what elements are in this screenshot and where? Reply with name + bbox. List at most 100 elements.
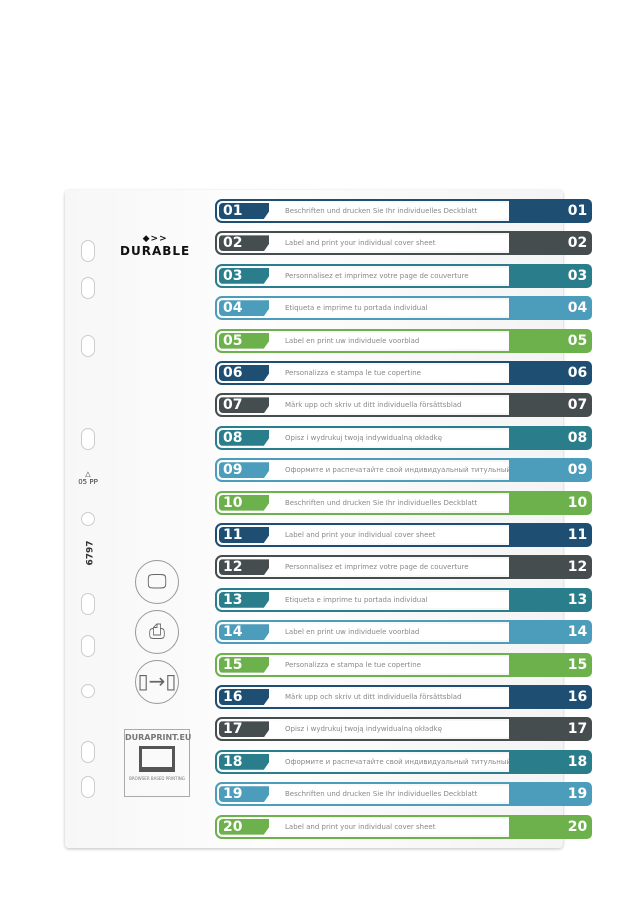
row-label[interactable]: Beschriften und drucken Sie Ihr individu… — [269, 203, 509, 219]
index-row: 06 Personalizza e stampa le tue copertine — [215, 361, 563, 385]
row-fill — [509, 652, 563, 677]
index-tab[interactable]: 06 — [563, 361, 592, 385]
index-tab[interactable]: 08 — [563, 425, 592, 450]
row-number: 02 — [219, 235, 275, 252]
row-number: 11 — [219, 527, 275, 543]
index-row: 12 Personnalisez et imprimez votre page d… — [215, 555, 563, 580]
duraprint-box: DURAPRINT.EU BROWSER BASED PRINTING — [124, 729, 192, 797]
index-tab[interactable]: 03 — [563, 263, 592, 288]
punch-hole — [81, 277, 95, 299]
row-label[interactable]: Label and print your individual cover sh… — [269, 818, 509, 835]
index-tab[interactable]: 10 — [563, 490, 592, 515]
row-number: 15 — [219, 656, 275, 673]
row-fill — [509, 523, 563, 547]
punch-hole — [81, 335, 95, 357]
row-fill — [509, 231, 563, 256]
monitor-icon — [139, 746, 175, 772]
row-number: 13 — [219, 591, 275, 608]
row-number: 04 — [219, 300, 275, 317]
index-row: 14 Label en print uw individuele voorblad — [215, 620, 563, 645]
index-tab[interactable]: 20 — [563, 814, 592, 839]
row-label[interactable]: Opisz i wydrukuj twoją indywidualną okła… — [269, 429, 509, 446]
tab-transfer-icon: ▯→▯ — [135, 660, 179, 704]
product-code: 6797 — [85, 540, 96, 566]
index-tab[interactable]: 04 — [563, 296, 592, 321]
row-fill — [509, 587, 563, 612]
index-row: 11 Label and print your individual cover … — [215, 523, 563, 547]
row-label[interactable]: Beschriften und drucken Sie Ihr individu… — [269, 494, 509, 511]
row-label[interactable]: Оформите и распечатайте свой индивидуаль… — [269, 462, 509, 479]
index-tab[interactable]: 14 — [563, 620, 592, 645]
index-tab[interactable]: 02 — [563, 231, 592, 256]
punch-hole — [81, 240, 95, 262]
row-fill — [509, 199, 563, 223]
row-fill — [509, 263, 563, 288]
index-row: 18 Оформите и распечатайте свой индивидуа… — [215, 749, 563, 774]
row-fill — [509, 458, 563, 483]
index-row: 09 Оформите и распечатайте свой индивидуа… — [215, 458, 563, 483]
row-label[interactable]: Personnalisez et imprimez votre page de … — [269, 267, 509, 284]
punch-hole — [81, 741, 95, 763]
divider-sheet — [65, 190, 563, 848]
index-tab[interactable]: 07 — [563, 393, 592, 418]
row-fill — [509, 814, 563, 839]
index-row: 02 Label and print your individual cover … — [215, 231, 563, 256]
row-fill — [509, 749, 563, 774]
punch-hole — [81, 635, 95, 657]
index-row: 17 Opisz i wydrukuj twoją indywidualną ok… — [215, 717, 563, 742]
index-row: 16 Märk upp och skriv ut ditt individuell… — [215, 685, 563, 709]
row-number: 01 — [219, 203, 275, 219]
row-label[interactable]: Personalizza e stampa le tue copertine — [269, 656, 509, 673]
row-label[interactable]: Personnalisez et imprimez votre page de … — [269, 559, 509, 576]
row-fill — [509, 620, 563, 645]
row-label[interactable]: Beschriften und drucken Sie Ihr individu… — [269, 786, 509, 803]
row-fill — [509, 296, 563, 321]
duraprint-subtitle: BROWSER BASED PRINTING — [129, 776, 185, 781]
index-tab[interactable]: 16 — [563, 685, 592, 709]
index-tab[interactable]: 17 — [563, 717, 592, 742]
punch-hole — [81, 776, 95, 798]
row-fill — [509, 361, 563, 385]
row-number: 18 — [219, 753, 275, 770]
row-label[interactable]: Label en print uw individuele voorblad — [269, 332, 509, 349]
row-label[interactable]: Opisz i wydrukuj twoją indywidualną okła… — [269, 721, 509, 738]
index-tab[interactable]: 18 — [563, 749, 592, 774]
row-label[interactable]: Etiqueta e imprime tu portada individual — [269, 591, 509, 608]
row-number: 17 — [219, 721, 275, 738]
row-label[interactable]: Label and print your individual cover sh… — [269, 527, 509, 543]
index-row: 04 Etiqueta e imprime tu portada individu… — [215, 296, 563, 321]
row-fill — [509, 328, 563, 353]
row-label[interactable]: Etiqueta e imprime tu portada individual — [269, 300, 509, 317]
row-number: 16 — [219, 689, 275, 705]
index-tab[interactable]: 11 — [563, 523, 592, 547]
index-tab[interactable]: 05 — [563, 328, 592, 353]
brand-name: DURABLE — [120, 244, 191, 258]
index-tab[interactable]: 19 — [563, 782, 592, 807]
row-fill — [509, 490, 563, 515]
row-label[interactable]: Label and print your individual cover sh… — [269, 235, 509, 252]
row-number: 19 — [219, 786, 275, 803]
index-tab[interactable]: 13 — [563, 587, 592, 612]
printer-icon: ⎙ — [135, 610, 179, 654]
row-number: 06 — [219, 365, 275, 381]
recycling-code: 05 — [78, 478, 88, 486]
punch-hole — [81, 593, 95, 615]
index-row: 03 Personnalisez et imprimez votre page d… — [215, 263, 563, 288]
index-tab[interactable]: 12 — [563, 555, 592, 580]
row-label[interactable]: Personalizza e stampa le tue copertine — [269, 365, 509, 381]
index-tab[interactable]: 09 — [563, 458, 592, 483]
duraprint-title: DURAPRINT.EU — [125, 733, 192, 742]
row-number: 09 — [219, 462, 275, 479]
row-fill — [509, 685, 563, 709]
index-row: 01 Beschriften und drucken Sie Ihr indivi… — [215, 199, 563, 223]
row-number: 20 — [219, 818, 275, 835]
row-fill — [509, 717, 563, 742]
index-tab[interactable]: 01 — [563, 199, 592, 223]
row-label[interactable]: Label en print uw individuele voorblad — [269, 624, 509, 641]
index-tab[interactable]: 15 — [563, 652, 592, 677]
row-label[interactable]: Оформите и распечатайте свой индивидуаль… — [269, 753, 509, 770]
row-label[interactable]: Märk upp och skriv ut ditt individuella … — [269, 689, 509, 705]
row-number: 05 — [219, 332, 275, 349]
row-label[interactable]: Märk upp och skriv ut ditt individuella … — [269, 397, 509, 414]
row-fill — [509, 393, 563, 418]
